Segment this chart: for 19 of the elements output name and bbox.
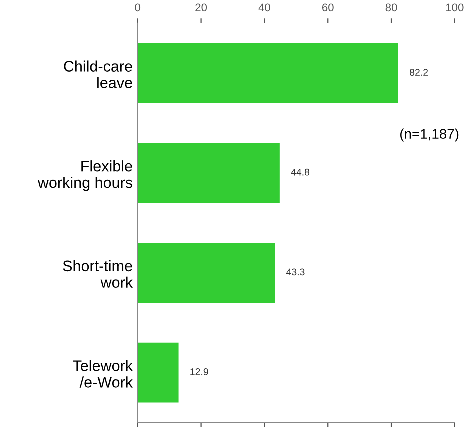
x-tick-label: 20: [196, 4, 208, 12]
y-tick-label: Short-time work: [63, 260, 134, 288]
bar: [138, 43, 398, 104]
data-label: 43.3: [286, 268, 305, 276]
x-tick-label: 100: [446, 4, 464, 12]
x-tick-label: 40: [258, 4, 270, 12]
data-label: 12.9: [190, 368, 208, 376]
x-tick-label: 80: [386, 4, 398, 12]
y-tick-label: Child-care leave: [64, 60, 132, 88]
bar: [138, 342, 179, 403]
bar: [138, 243, 276, 303]
data-label: 82.2: [410, 69, 428, 76]
data-label: 44.8: [291, 168, 310, 176]
bar: [138, 143, 280, 204]
y-tick-label: Flexible working hours: [38, 160, 132, 192]
x-tick-label: 60: [322, 4, 334, 12]
annotation: (n=1,187): [400, 128, 459, 142]
y-tick-label: Telework /e-Work: [73, 360, 134, 388]
x-tick-label: 0: [135, 4, 141, 12]
